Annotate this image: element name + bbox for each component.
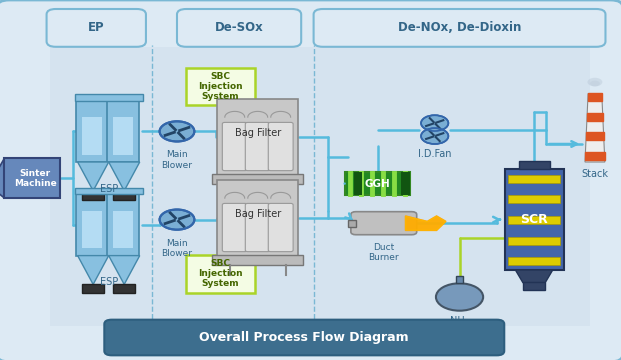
FancyBboxPatch shape — [50, 47, 590, 326]
FancyBboxPatch shape — [177, 9, 301, 47]
FancyBboxPatch shape — [222, 122, 247, 171]
Circle shape — [160, 210, 194, 230]
Polygon shape — [0, 158, 4, 198]
FancyBboxPatch shape — [508, 175, 560, 183]
Text: SBC
Injection
System: SBC Injection System — [198, 72, 243, 101]
Circle shape — [421, 115, 448, 131]
Polygon shape — [78, 162, 109, 191]
FancyBboxPatch shape — [82, 284, 104, 293]
Polygon shape — [109, 256, 140, 284]
Circle shape — [436, 283, 483, 311]
Text: SBC
Injection
System: SBC Injection System — [198, 259, 243, 288]
FancyBboxPatch shape — [354, 172, 363, 195]
FancyBboxPatch shape — [217, 99, 298, 175]
FancyBboxPatch shape — [113, 211, 133, 248]
Text: De-NOx, De-Dioxin: De-NOx, De-Dioxin — [398, 21, 521, 35]
FancyBboxPatch shape — [217, 180, 298, 256]
FancyBboxPatch shape — [75, 188, 143, 194]
Polygon shape — [406, 216, 446, 230]
Circle shape — [590, 81, 600, 86]
Bar — [586, 132, 604, 140]
Bar — [585, 152, 605, 160]
FancyBboxPatch shape — [107, 191, 139, 256]
FancyBboxPatch shape — [351, 212, 417, 235]
Circle shape — [587, 78, 602, 86]
FancyBboxPatch shape — [4, 158, 60, 198]
FancyBboxPatch shape — [508, 195, 560, 203]
Text: EP: EP — [88, 21, 104, 35]
Polygon shape — [515, 270, 553, 283]
FancyBboxPatch shape — [508, 257, 560, 265]
FancyBboxPatch shape — [348, 220, 356, 227]
Bar — [587, 113, 603, 121]
FancyBboxPatch shape — [523, 282, 545, 290]
FancyBboxPatch shape — [113, 117, 133, 155]
FancyBboxPatch shape — [456, 276, 463, 283]
Bar — [588, 93, 602, 101]
FancyBboxPatch shape — [76, 97, 108, 162]
Text: SCR: SCR — [520, 213, 548, 226]
Text: De-SOx: De-SOx — [215, 21, 263, 35]
FancyBboxPatch shape — [222, 203, 247, 252]
FancyBboxPatch shape — [107, 97, 139, 162]
Text: Bag Filter: Bag Filter — [235, 209, 281, 219]
FancyBboxPatch shape — [314, 9, 605, 47]
FancyBboxPatch shape — [245, 203, 270, 252]
FancyBboxPatch shape — [519, 161, 550, 169]
FancyBboxPatch shape — [245, 122, 270, 171]
FancyBboxPatch shape — [186, 68, 255, 105]
Text: ESP: ESP — [99, 184, 118, 194]
Polygon shape — [109, 162, 140, 191]
Text: GGH: GGH — [365, 179, 391, 189]
FancyBboxPatch shape — [47, 9, 146, 47]
FancyBboxPatch shape — [82, 190, 104, 200]
Text: I.D.Fan: I.D.Fan — [418, 149, 451, 159]
Circle shape — [160, 121, 194, 141]
FancyBboxPatch shape — [82, 211, 102, 248]
FancyBboxPatch shape — [504, 169, 564, 270]
FancyBboxPatch shape — [345, 172, 410, 195]
FancyBboxPatch shape — [75, 94, 143, 101]
FancyBboxPatch shape — [508, 216, 560, 224]
FancyBboxPatch shape — [268, 203, 293, 252]
Text: Main
Blower: Main Blower — [161, 150, 193, 170]
FancyBboxPatch shape — [186, 255, 255, 292]
Text: Duct
Burner: Duct Burner — [368, 243, 399, 262]
FancyBboxPatch shape — [76, 191, 108, 256]
Text: Main
Blower: Main Blower — [161, 239, 193, 258]
Text: ESP: ESP — [99, 277, 118, 287]
FancyBboxPatch shape — [82, 117, 102, 155]
FancyBboxPatch shape — [508, 237, 560, 245]
FancyBboxPatch shape — [401, 172, 410, 195]
FancyBboxPatch shape — [113, 284, 135, 293]
Text: Bag Filter: Bag Filter — [235, 128, 281, 138]
Text: Overall Process Flow Diagram: Overall Process Flow Diagram — [199, 331, 409, 344]
FancyBboxPatch shape — [104, 320, 504, 355]
FancyBboxPatch shape — [212, 174, 303, 184]
Text: Sinter
Machine: Sinter Machine — [14, 168, 57, 188]
Text: Stack: Stack — [581, 169, 609, 179]
Text: NH₃: NH₃ — [450, 316, 469, 326]
Polygon shape — [78, 256, 109, 284]
FancyBboxPatch shape — [113, 190, 135, 200]
Circle shape — [421, 128, 448, 144]
Polygon shape — [585, 94, 605, 162]
FancyBboxPatch shape — [212, 255, 303, 265]
FancyBboxPatch shape — [268, 122, 293, 171]
Polygon shape — [406, 216, 446, 230]
